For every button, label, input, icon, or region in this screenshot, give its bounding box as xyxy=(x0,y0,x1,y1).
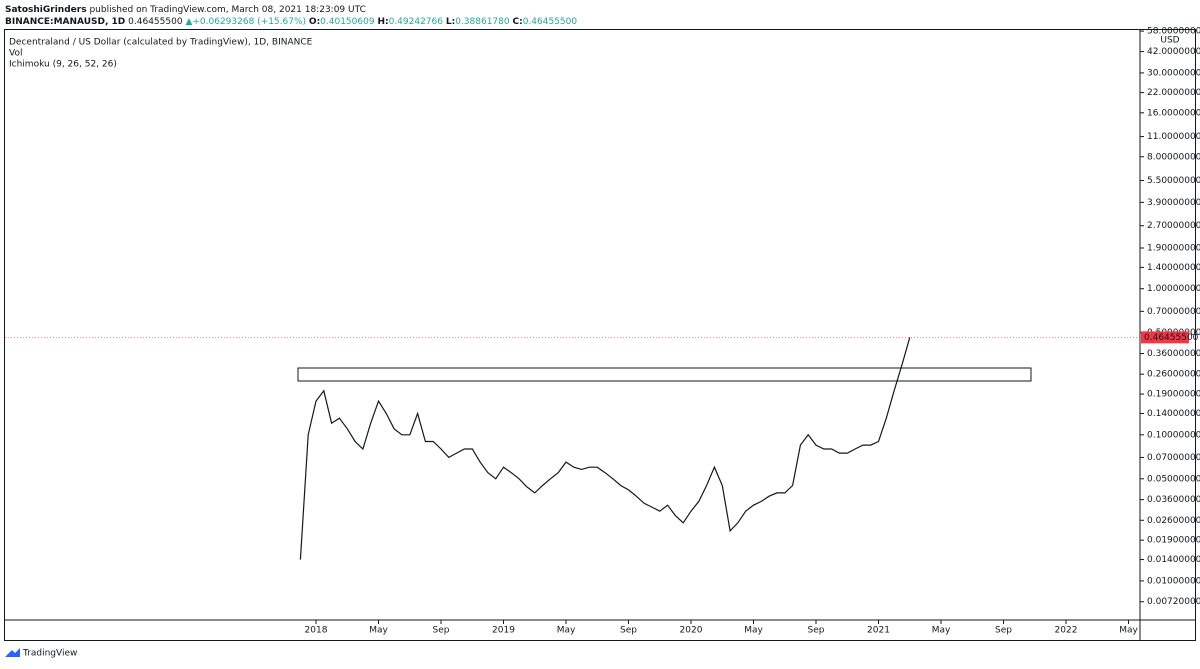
indicator-label: Ichimoku (9, 26, 52, 26) xyxy=(9,60,117,70)
y-tick-label: 0.05000000 xyxy=(1147,474,1200,484)
x-tick-label: 2019 xyxy=(492,626,515,636)
chart-title: Decentraland / US Dollar (calculated by … xyxy=(9,38,313,48)
brand: TradingView xyxy=(22,649,77,659)
y-tick-label: 0.01900000 xyxy=(1147,536,1200,546)
y-tick-label: 11.00000000 xyxy=(1147,132,1200,142)
y-tick-label: 8.00000000 xyxy=(1147,152,1200,162)
drawn-rectangle xyxy=(297,367,1032,382)
y-tick-label: 1.40000000 xyxy=(1147,263,1200,273)
price: 0.46455500 xyxy=(128,17,183,27)
close: 0.46455500 xyxy=(523,17,578,27)
x-tick-label: 2022 xyxy=(1055,626,1078,636)
open-label: O: xyxy=(309,17,320,27)
x-tick-label: May xyxy=(932,626,951,636)
high-label: H: xyxy=(377,17,388,27)
x-tick-label: May xyxy=(369,626,388,636)
x-tick-label: Sep xyxy=(808,626,825,636)
last-price-label: 0.46455500 xyxy=(1144,333,1199,343)
x-tick-label: 2018 xyxy=(305,626,328,636)
indicator-label: Vol xyxy=(9,49,22,59)
y-tick-label: 3.90000000 xyxy=(1147,198,1200,208)
y-tick-label: 16.00000000 xyxy=(1147,108,1200,118)
low: 0.38861780 xyxy=(455,17,510,27)
y-tick-label: 22.00000000 xyxy=(1147,88,1200,98)
x-tick-label: Sep xyxy=(620,626,637,636)
footer-logo: TradingView xyxy=(5,648,77,659)
header-line-1: SatoshiGrinders published on TradingView… xyxy=(5,5,366,15)
y-tick-label: 42.00000000 xyxy=(1147,47,1200,57)
price-line xyxy=(299,337,911,560)
logo-icon xyxy=(5,648,20,657)
y-tick-label: 0.26000000 xyxy=(1147,370,1200,380)
y-tick-label: 0.10000000 xyxy=(1147,430,1200,440)
published: published on TradingView.com, March 08, … xyxy=(89,5,365,15)
x-tick-label: May xyxy=(557,626,576,636)
x-tick-label: 2020 xyxy=(680,626,703,636)
y-tick-label: 0.00720000 xyxy=(1147,597,1200,607)
header-line-2: BINANCE:MANAUSD, 1D 0.46455500 ▲+0.06293… xyxy=(5,17,577,27)
y-tick-label: 2.70000000 xyxy=(1147,221,1200,231)
author: SatoshiGrinders xyxy=(5,5,87,15)
y-tick-label: 5.50000000 xyxy=(1147,176,1200,186)
y-tick-label: 1.90000000 xyxy=(1147,243,1200,253)
chart-frame xyxy=(4,29,1196,641)
y-tick-label: 0.14000000 xyxy=(1147,409,1200,419)
y-tick-label: 58.00000000 xyxy=(1147,27,1200,37)
x-tick-label: May xyxy=(744,626,763,636)
y-tick-label: 0.01000000 xyxy=(1147,576,1200,586)
y-tick-label: 0.19000000 xyxy=(1147,390,1200,400)
y-tick-label: 0.02600000 xyxy=(1147,516,1200,526)
change: +0.06293268 (+15.67%) xyxy=(192,17,306,27)
low-label: L: xyxy=(446,17,455,27)
y-tick-label: 0.36000000 xyxy=(1147,349,1200,359)
currency-label: USD xyxy=(1160,36,1179,46)
y-tick-label: 0.01400000 xyxy=(1147,555,1200,565)
x-tick-label: Sep xyxy=(433,626,450,636)
y-tick-label: 1.00000000 xyxy=(1147,284,1200,294)
last-price-box xyxy=(1141,331,1189,344)
y-tick-label: 0.07000000 xyxy=(1147,453,1200,463)
y-tick-label: 0.70000000 xyxy=(1147,307,1200,317)
symbol: BINANCE:MANAUSD, 1D xyxy=(5,17,125,27)
high: 0.49242766 xyxy=(389,17,444,27)
open: 0.40150609 xyxy=(320,17,375,27)
y-tick-label: 30.00000000 xyxy=(1147,68,1200,78)
x-tick-label: 2021 xyxy=(867,626,890,636)
y-tick-label: 0.03600000 xyxy=(1147,495,1200,505)
x-tick-label: Sep xyxy=(995,626,1012,636)
x-tick-label: May xyxy=(1119,626,1138,636)
close-label: C: xyxy=(513,17,523,27)
arrow: ▲ xyxy=(185,17,192,27)
